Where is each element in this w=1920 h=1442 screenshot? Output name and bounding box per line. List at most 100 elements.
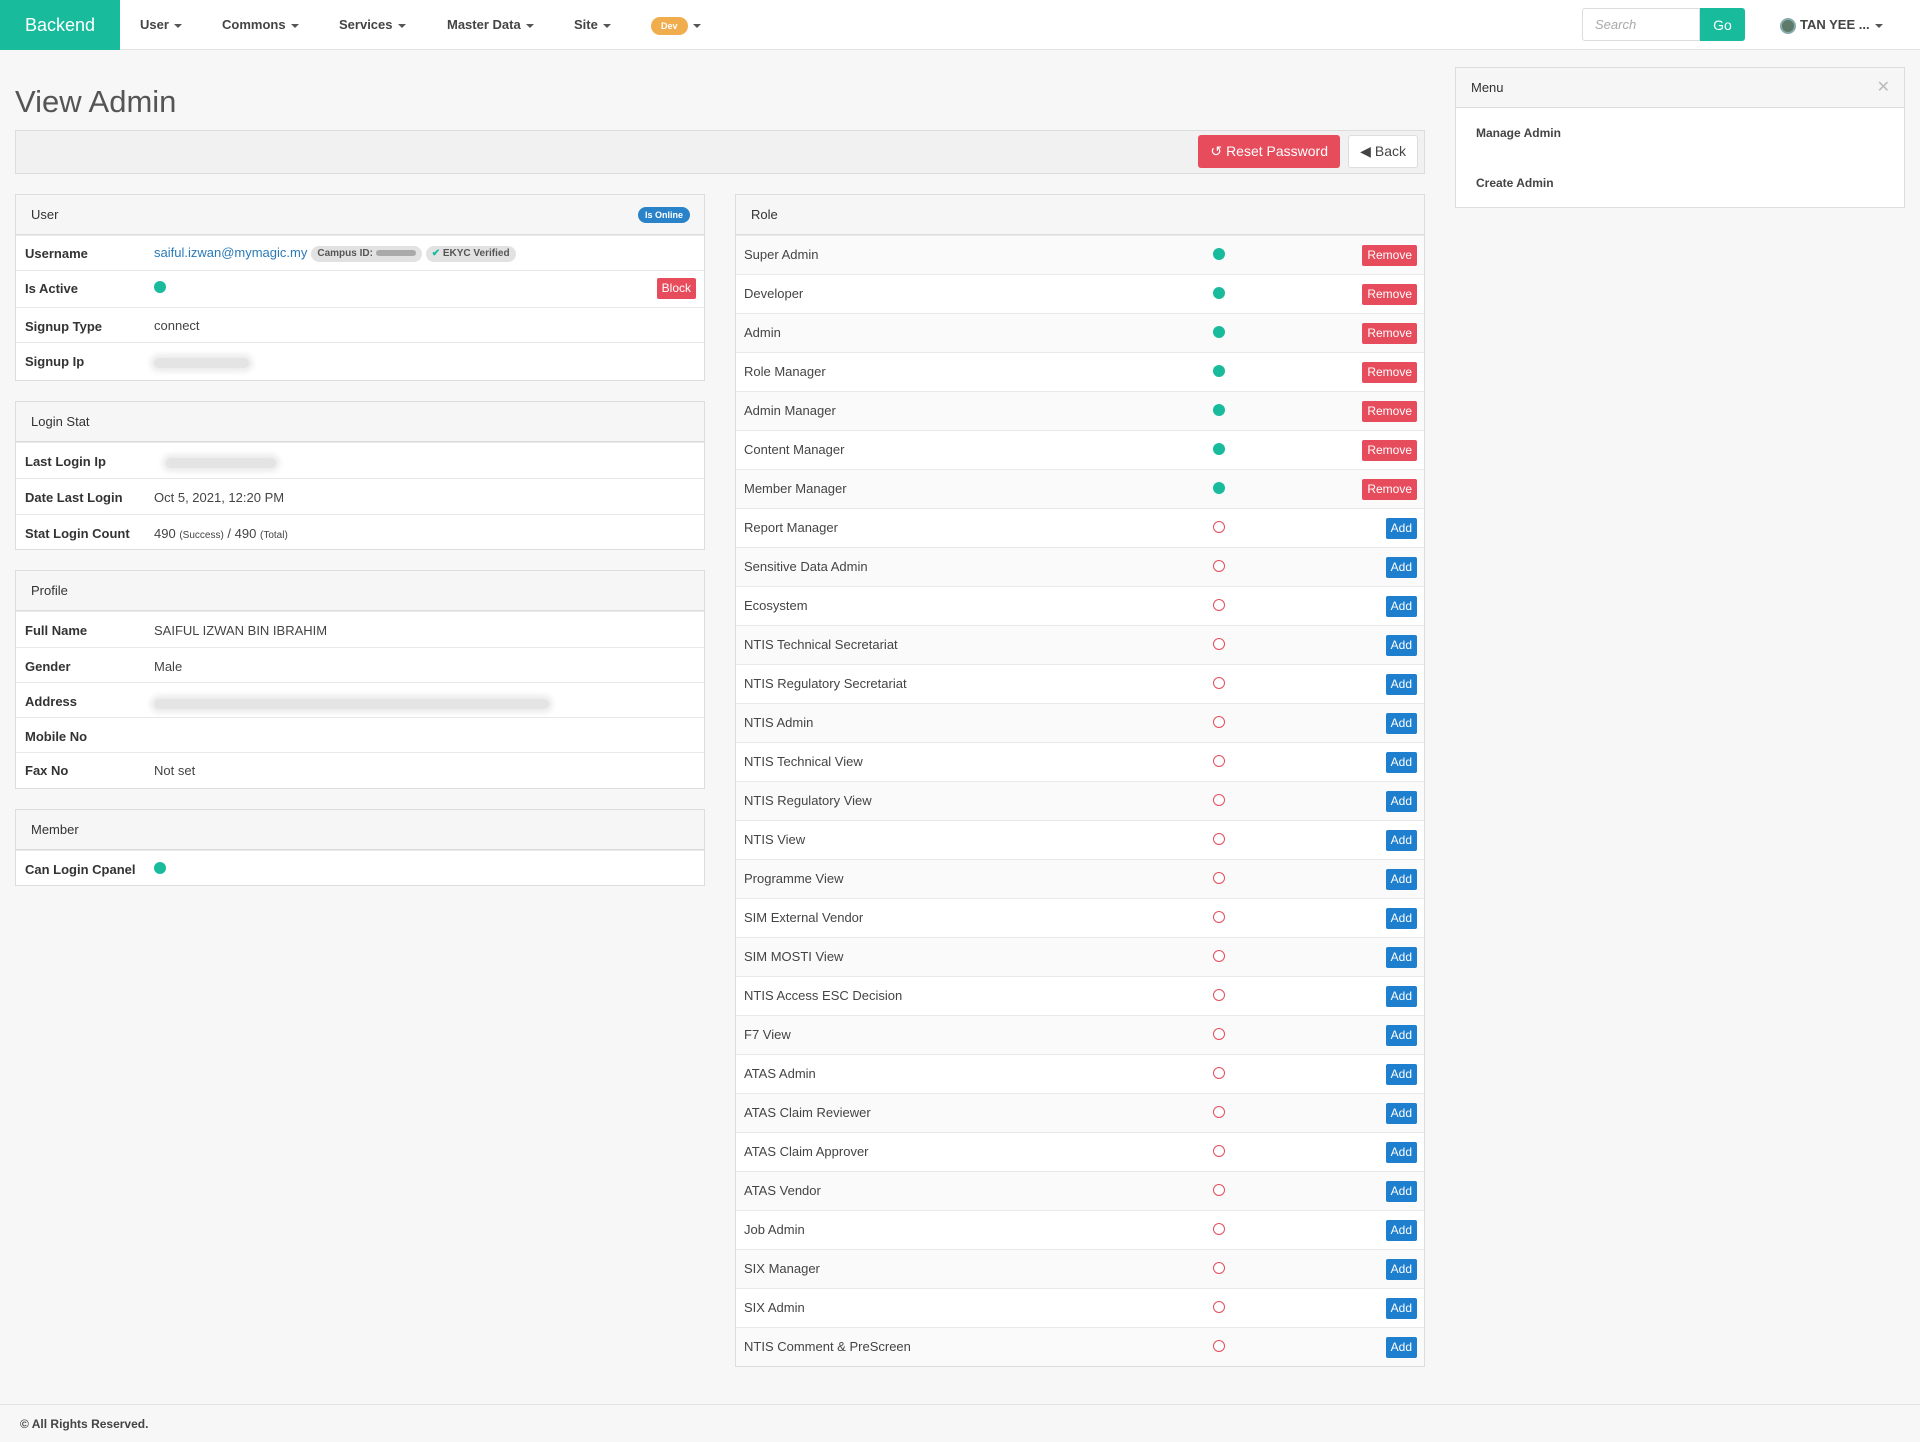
close-icon[interactable]: ✕: [1876, 79, 1890, 96]
add-role-button[interactable]: Add: [1385, 1181, 1417, 1202]
nav-services-label: Services: [339, 17, 393, 32]
search-go-button[interactable]: Go: [1700, 8, 1745, 41]
panel-title: Login Stat: [31, 414, 90, 429]
redacted-blur: [154, 357, 249, 368]
active-dot-icon: [154, 862, 166, 874]
caret-down-icon: [1874, 23, 1883, 28]
fax-value: Not set: [154, 763, 196, 778]
add-role-button[interactable]: Add: [1385, 1142, 1417, 1163]
role-name: Super Admin: [744, 247, 819, 262]
role-list: Super Admin Remove Developer Remove Admin Rem…: [736, 235, 1424, 1366]
add-role-button[interactable]: Add: [1385, 1298, 1417, 1319]
assigned-dot-icon: [1213, 287, 1225, 299]
role-name: F7 View: [744, 1027, 791, 1042]
panel-title: Menu: [1471, 80, 1504, 95]
date-last-login-label: Date Last Login: [25, 490, 123, 505]
remove-role-button[interactable]: Remove: [1362, 323, 1417, 344]
reset-password-button[interactable]: ↺ Reset Password: [1198, 135, 1340, 168]
online-status-badge: Is Online: [637, 207, 690, 223]
add-role-button[interactable]: Add: [1385, 947, 1417, 968]
remove-role-button[interactable]: Remove: [1362, 362, 1417, 383]
role-name: ATAS Claim Reviewer: [744, 1105, 871, 1120]
redacted-blur: [166, 457, 276, 468]
role-name: Sensitive Data Admin: [744, 559, 868, 574]
role-row: Sensitive Data Admin Add: [736, 547, 1424, 586]
add-role-button[interactable]: Add: [1385, 869, 1417, 890]
search-input[interactable]: [1582, 8, 1700, 41]
avatar: [1780, 17, 1796, 34]
full-name-value: SAIFUL IZWAN BIN IBRAHIM: [154, 623, 328, 638]
role-name: SIX Admin: [744, 1300, 805, 1315]
add-role-button[interactable]: Add: [1385, 635, 1417, 656]
stat-login-count-label: Stat Login Count: [25, 526, 130, 541]
add-role-button[interactable]: Add: [1385, 713, 1417, 734]
menu-item-create-admin[interactable]: Create Admin: [1476, 176, 1554, 190]
username-link[interactable]: saiful.izwan@mymagic.my: [154, 245, 308, 260]
add-role-button[interactable]: Add: [1385, 908, 1417, 929]
back-arrow-icon: ◀: [1360, 143, 1371, 159]
signup-ip-row: Signup Ip: [16, 342, 704, 377]
menu-item-manage-admin[interactable]: Manage Admin: [1476, 126, 1561, 140]
profile-panel: Profile Full Name SAIFUL IZWAN BIN IBRAH…: [15, 570, 705, 789]
add-role-button[interactable]: Add: [1385, 1103, 1417, 1124]
member-panel: Member Can Login Cpanel: [15, 809, 705, 886]
login-stat-panel: Login Stat Last Login Ip Date Last Login…: [15, 401, 705, 550]
add-role-button[interactable]: Add: [1385, 986, 1417, 1007]
date-last-login-row: Date Last Login Oct 5, 2021, 12:20 PM: [16, 478, 704, 514]
role-name: NTIS Regulatory View: [744, 793, 872, 808]
nav-user-label: User: [140, 17, 169, 32]
add-role-button[interactable]: Add: [1385, 1064, 1417, 1085]
gender-row: Gender Male: [16, 647, 704, 682]
role-name: Job Admin: [744, 1222, 805, 1237]
add-role-button[interactable]: Add: [1385, 557, 1417, 578]
username-row: Username saiful.izwan@mymagic.my Campus I…: [16, 235, 704, 270]
add-role-button[interactable]: Add: [1385, 791, 1417, 812]
add-role-button[interactable]: Add: [1385, 752, 1417, 773]
role-row: Admin Remove: [736, 313, 1424, 352]
unassigned-circle-icon: [1213, 677, 1225, 689]
caret-down-icon: [525, 23, 534, 28]
add-role-button[interactable]: Add: [1385, 1220, 1417, 1241]
brand-logo[interactable]: Backend: [0, 0, 120, 50]
remove-role-button[interactable]: Remove: [1362, 440, 1417, 461]
remove-role-button[interactable]: Remove: [1362, 284, 1417, 305]
unassigned-circle-icon: [1213, 755, 1225, 767]
role-row: NTIS Technical Secretariat Add: [736, 625, 1424, 664]
reset-icon: ↺: [1210, 143, 1223, 159]
assigned-dot-icon: [1213, 248, 1225, 260]
assigned-dot-icon: [1213, 482, 1225, 494]
add-role-button[interactable]: Add: [1385, 1259, 1417, 1280]
nav-commons-menu[interactable]: Commons: [222, 0, 299, 50]
panel-heading: Profile: [16, 571, 704, 611]
role-name: ATAS Admin: [744, 1066, 816, 1081]
unassigned-circle-icon: [1213, 794, 1225, 806]
nav-user-menu[interactable]: User: [140, 0, 182, 50]
nav-site-menu[interactable]: Site: [574, 0, 611, 50]
role-row: Super Admin Remove: [736, 235, 1424, 274]
caret-down-icon: [397, 23, 406, 28]
reset-password-label: Reset Password: [1226, 143, 1328, 159]
role-name: Report Manager: [744, 520, 838, 535]
role-row: SIX Admin Add: [736, 1288, 1424, 1327]
role-name: NTIS Comment & PreScreen: [744, 1339, 911, 1354]
role-name: SIX Manager: [744, 1261, 820, 1276]
add-role-button[interactable]: Add: [1385, 518, 1417, 539]
remove-role-button[interactable]: Remove: [1362, 479, 1417, 500]
top-navbar: Backend User Commons Services Master Dat…: [0, 0, 1920, 50]
remove-role-button[interactable]: Remove: [1362, 401, 1417, 422]
nav-services-menu[interactable]: Services: [339, 0, 406, 50]
date-last-login-value: Oct 5, 2021, 12:20 PM: [154, 490, 285, 505]
user-account-menu[interactable]: TAN YEE ...: [1780, 0, 1883, 50]
assigned-dot-icon: [1213, 443, 1225, 455]
nav-master-data-menu[interactable]: Master Data: [447, 0, 534, 50]
ekyc-label: EKYC Verified: [442, 247, 510, 259]
nav-env-menu[interactable]: Dev: [651, 0, 701, 50]
add-role-button[interactable]: Add: [1385, 1025, 1417, 1046]
add-role-button[interactable]: Add: [1385, 596, 1417, 617]
add-role-button[interactable]: Add: [1385, 830, 1417, 851]
block-button[interactable]: Block: [656, 278, 696, 299]
add-role-button[interactable]: Add: [1385, 674, 1417, 695]
back-button[interactable]: ◀ Back: [1348, 135, 1418, 168]
add-role-button[interactable]: Add: [1385, 1337, 1417, 1358]
remove-role-button[interactable]: Remove: [1362, 245, 1417, 266]
